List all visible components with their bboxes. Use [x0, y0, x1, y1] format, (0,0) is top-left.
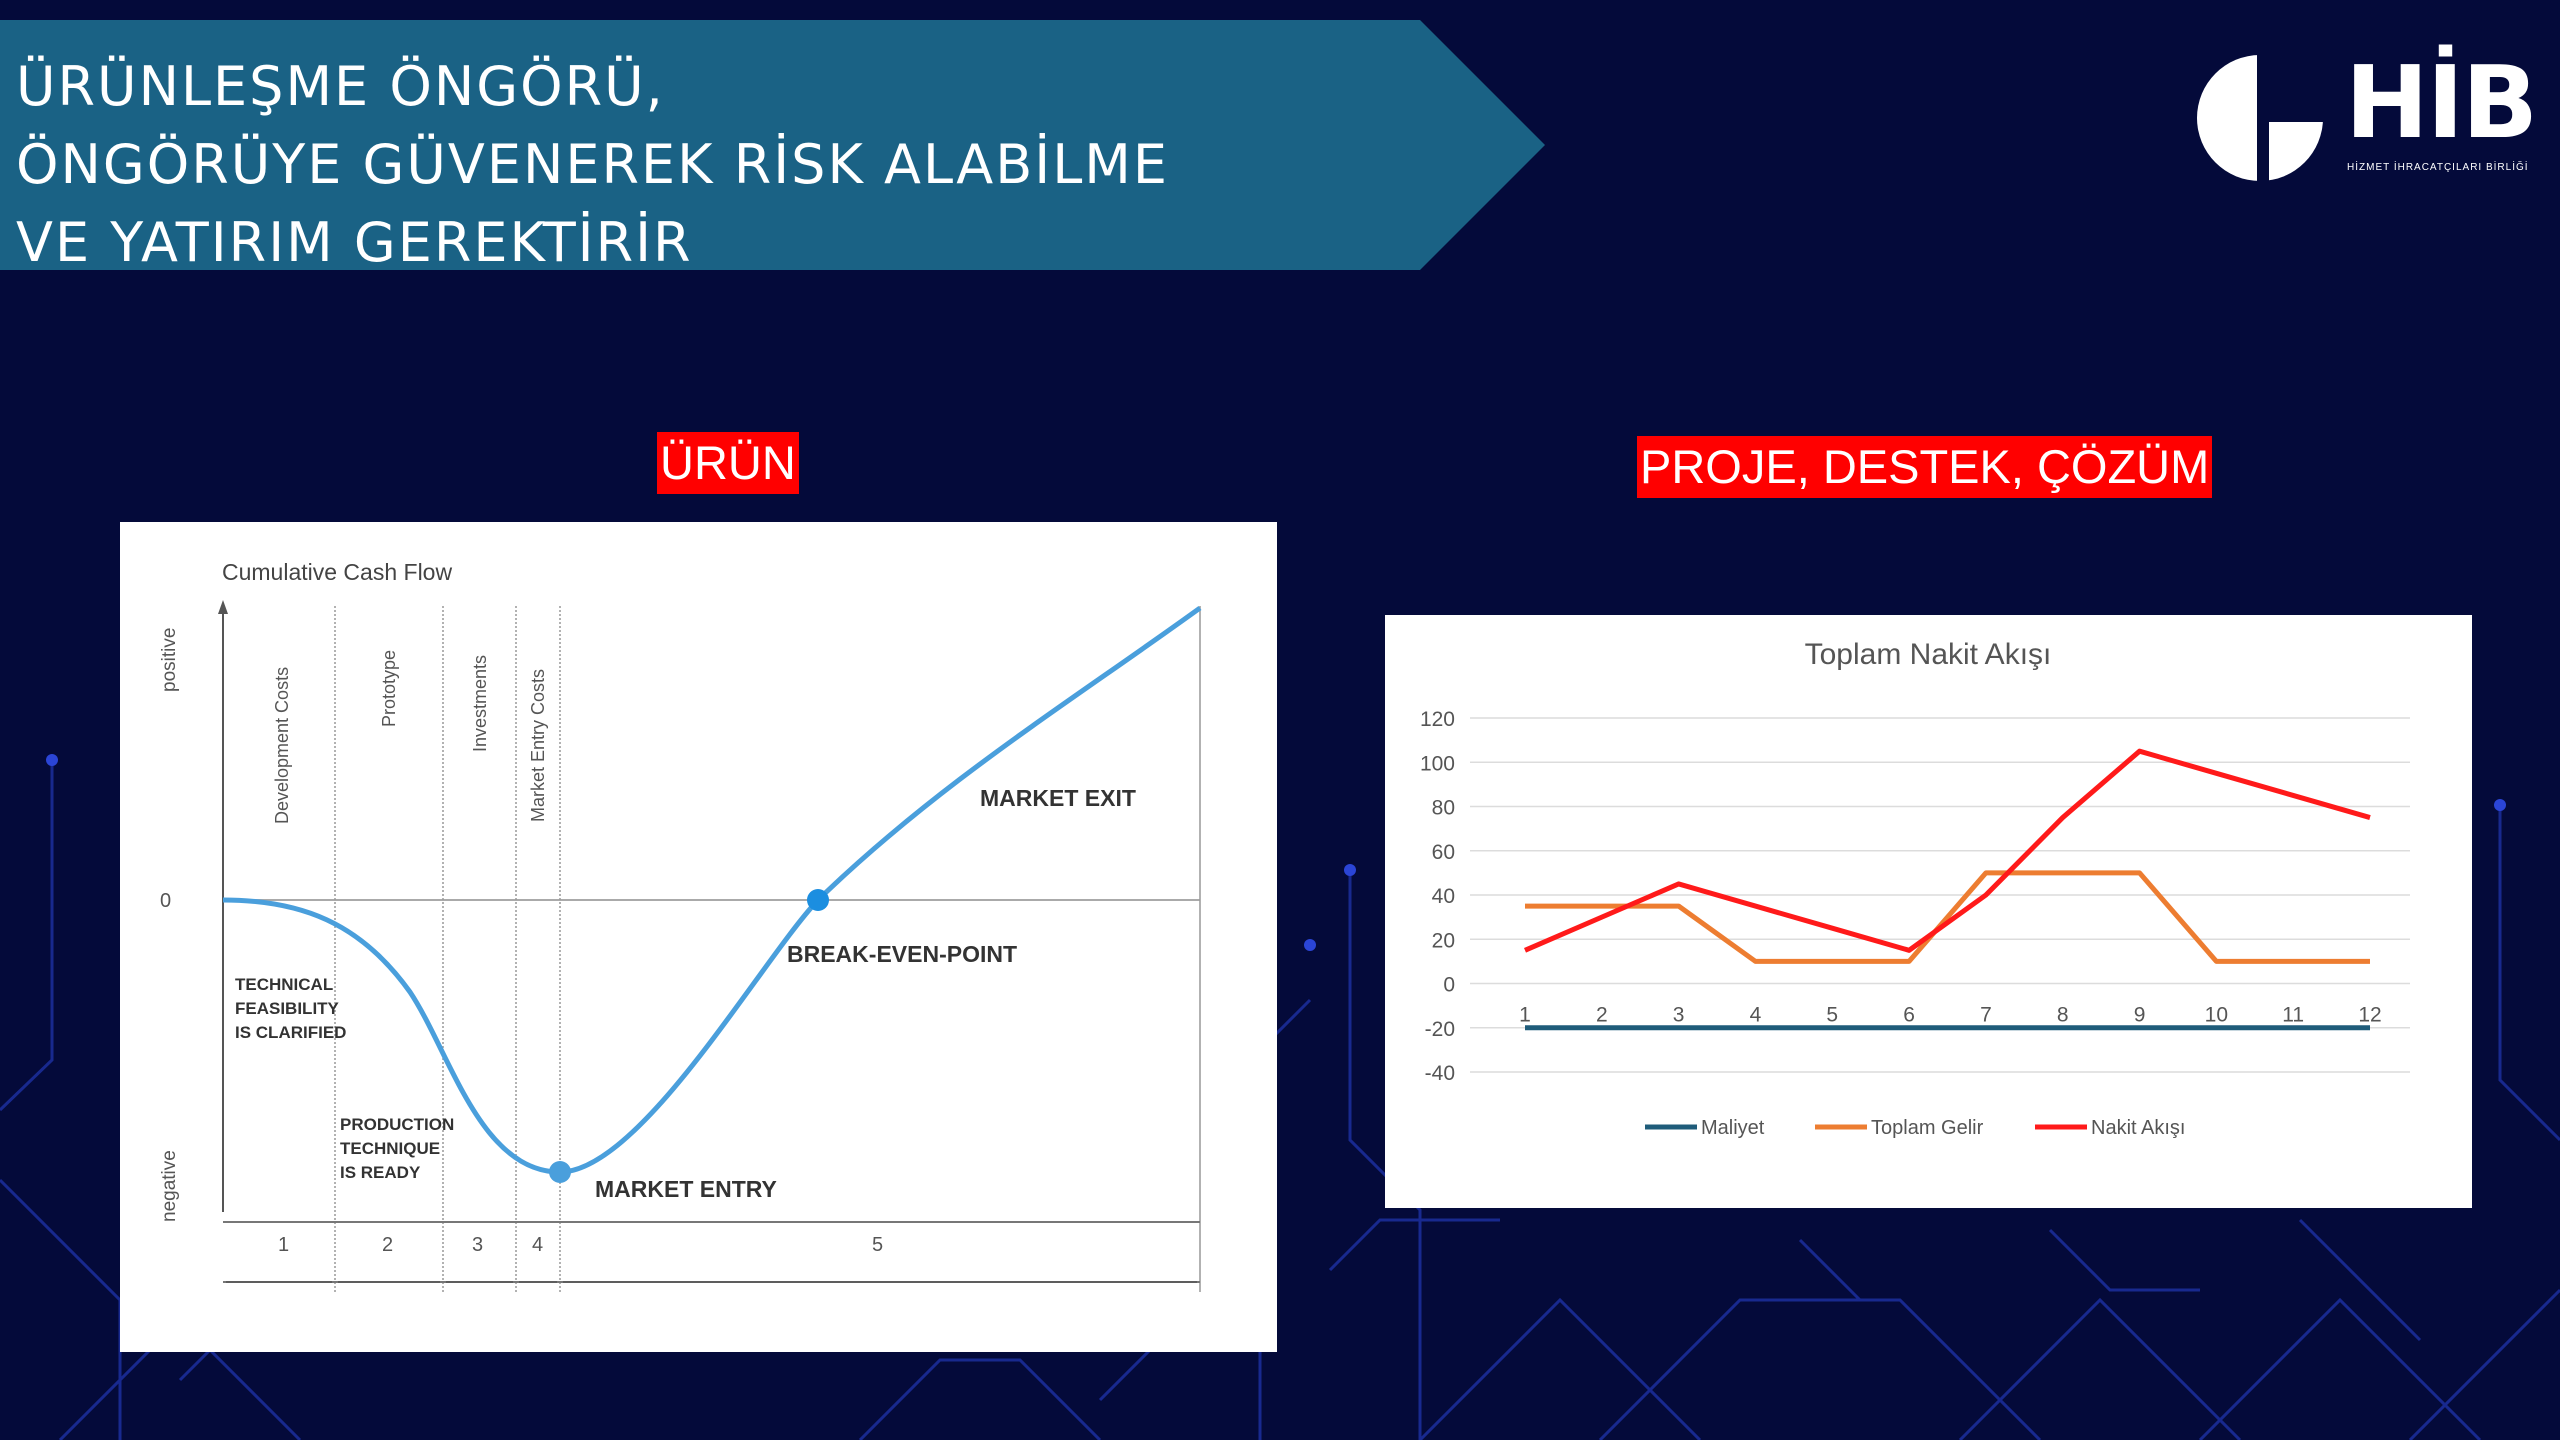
title-banner: ÜRÜNLEŞME ÖNGÖRÜ, ÖNGÖRÜYE GÜVENEREK RİS… — [0, 20, 1545, 274]
market-entry-point — [549, 1161, 571, 1183]
y-tick-labels: 120 100 80 60 40 20 0 -20 -40 — [1420, 708, 1455, 1085]
x-tick-label: 10 — [2205, 1004, 2228, 1027]
x-tick-label: 8 — [2057, 1004, 2069, 1027]
x-tick-label: 3 — [1673, 1004, 1685, 1027]
annotation-break-even: BREAK-EVEN-POINT — [787, 941, 1017, 967]
x-tick-label: 9 — [2134, 1004, 2146, 1027]
x-tick-label: 2 — [1596, 1004, 1608, 1027]
phase-label-market-entry-costs: Market Entry Costs — [528, 669, 548, 822]
x-tick-label: 11 — [2282, 1004, 2304, 1027]
x-tick-label: 7 — [1980, 1004, 1992, 1027]
title-line-1: ÜRÜNLEŞME ÖNGÖRÜ, — [16, 55, 665, 118]
x-tick-label: 5 — [1826, 1004, 1838, 1027]
x-tick-label: 4 — [1750, 1004, 1762, 1027]
page-title: ÜRÜNLEŞME ÖNGÖRÜ, ÖNGÖRÜYE GÜVENEREK RİS… — [16, 48, 1169, 282]
hib-logo-mark-icon — [2197, 50, 2335, 190]
grid — [1470, 717, 2410, 1073]
y-tick-label: 20 — [1432, 929, 1455, 952]
note-production-technique: PRODUCTION TECHNIQUE IS READY — [340, 1115, 454, 1182]
phase-number-4: 4 — [532, 1234, 543, 1256]
cash-flow-curve — [222, 605, 1202, 1175]
title-line-2: ÖNGÖRÜYE GÜVENEREK RİSK ALABİLME — [16, 133, 1169, 196]
hib-logo: HİB HİZMET İHRACATÇILARI BİRLİĞİ — [2195, 44, 2538, 190]
title-line-3: VE YATIRIM GEREKTİRİR — [16, 211, 693, 274]
x-tick-label: 6 — [1903, 1004, 1915, 1027]
section-label-urun: ÜRÜN — [657, 432, 799, 494]
y-tick-label: 80 — [1432, 797, 1455, 820]
y-label-positive: positive — [159, 628, 180, 692]
y-tick-label: -40 — [1425, 1062, 1455, 1085]
y-tick-label: 120 — [1420, 708, 1455, 731]
annotation-market-exit: MARKET EXIT — [980, 785, 1136, 811]
phase-label-development-costs: Development Costs — [272, 667, 292, 824]
logo-text: HİB — [2345, 44, 2538, 161]
series-lines — [1524, 748, 2371, 1031]
x-tick-label: 12 — [2358, 1004, 2381, 1027]
phase-number-1: 1 — [278, 1234, 289, 1256]
section-label-proje: PROJE, DESTEK, ÇÖZÜM — [1637, 436, 2213, 498]
legend-label: Toplam Gelir — [1871, 1117, 1984, 1139]
y-tick-label: 40 — [1432, 885, 1455, 908]
legend: Maliyet Toplam Gelir Nakit Akışı — [1645, 1117, 2185, 1139]
break-even-point — [807, 889, 829, 911]
y-tick-label: -20 — [1425, 1018, 1455, 1041]
phase-number-3: 3 — [472, 1234, 483, 1256]
note-technical-feasibility: TECHNICAL FEASIBILITY IS CLARIFIED — [235, 975, 346, 1042]
phase-label-investments: Investments — [470, 655, 490, 752]
series-toplam-gelir — [1525, 870, 2370, 964]
phase-label-prototype: Prototype — [379, 650, 399, 727]
cumulative-cash-flow-chart: Cumulative Cash Flow positive negative 0… — [120, 522, 1277, 1352]
zero-label: 0 — [160, 890, 171, 912]
chart-title: Toplam Nakit Akışı — [1805, 638, 2052, 671]
logo-subtitle: HİZMET İHRACATÇILARI BİRLİĞİ — [2347, 162, 2529, 173]
phase-number-2: 2 — [382, 1234, 393, 1256]
phase-number-5: 5 — [872, 1234, 883, 1256]
y-tick-label: 100 — [1420, 752, 1455, 775]
x-tick-labels: 1 2 3 4 5 6 7 8 9 10 11 12 — [1519, 1004, 2382, 1027]
y-tick-label: 60 — [1432, 841, 1455, 864]
toplam-nakit-akisi-chart: Toplam Nakit Akışı 120 100 80 60 40 20 0 -20 -40… — [1385, 615, 2472, 1208]
legend-label: Maliyet — [1701, 1117, 1765, 1139]
annotation-market-entry: MARKET ENTRY — [595, 1176, 777, 1202]
series-nakit-ak — [1524, 748, 2371, 953]
y-tick-label: 0 — [1443, 974, 1455, 997]
x-tick-label: 1 — [1519, 1004, 1531, 1027]
y-label-negative: negative — [159, 1150, 180, 1222]
legend-label: Nakit Akışı — [2091, 1117, 2185, 1139]
chart-title: Cumulative Cash Flow — [222, 559, 452, 585]
